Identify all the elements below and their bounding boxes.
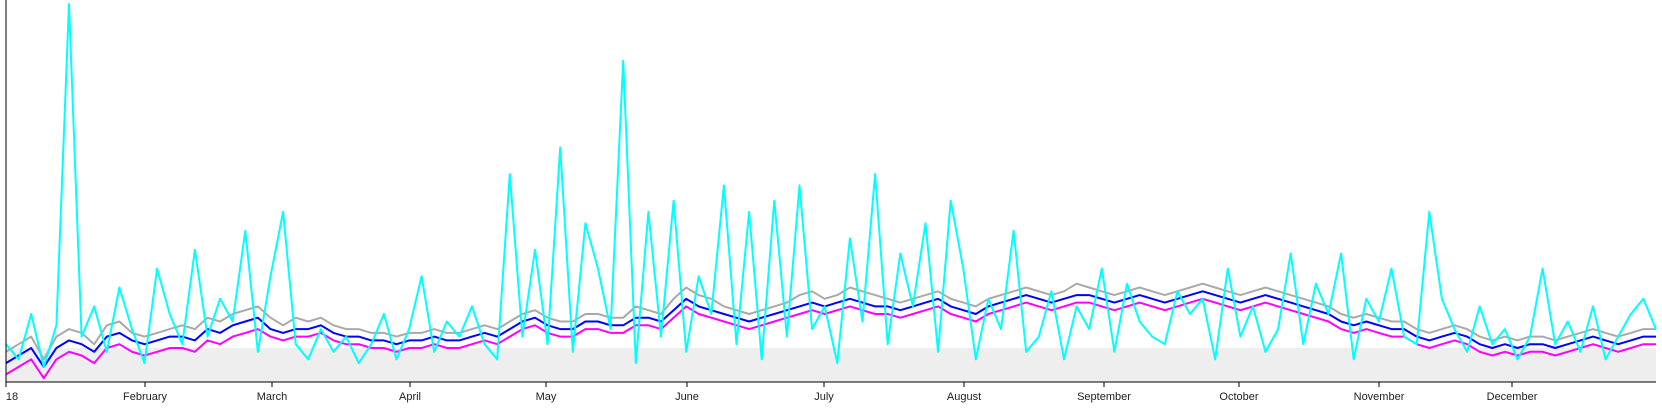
x-tick-label: August (947, 391, 981, 403)
series-line-2 (5, 290, 1656, 368)
x-tick-label: May (536, 391, 557, 403)
x-tick-label: February (123, 391, 168, 403)
reference-band (6, 347, 1656, 382)
x-tick-label: December (1487, 391, 1538, 403)
series-line-3 (5, 297, 1656, 380)
x-tick-label: June (675, 391, 699, 403)
x-tick-label: July (814, 391, 834, 403)
x-tick-label: September (1077, 391, 1131, 403)
x-axis-ticks: 18 February March April May June July August Sep… (5, 382, 1538, 403)
series-line-4 (5, 3, 1657, 368)
series-line-1 (5, 282, 1656, 361)
x-tick-label: April (399, 391, 421, 403)
x-tick-label: October (1219, 391, 1258, 403)
x-tick-label: November (1354, 391, 1405, 403)
x-tick-label: 18 (6, 391, 18, 403)
series-layer (5, 3, 1657, 380)
x-tick-label: March (257, 391, 288, 403)
